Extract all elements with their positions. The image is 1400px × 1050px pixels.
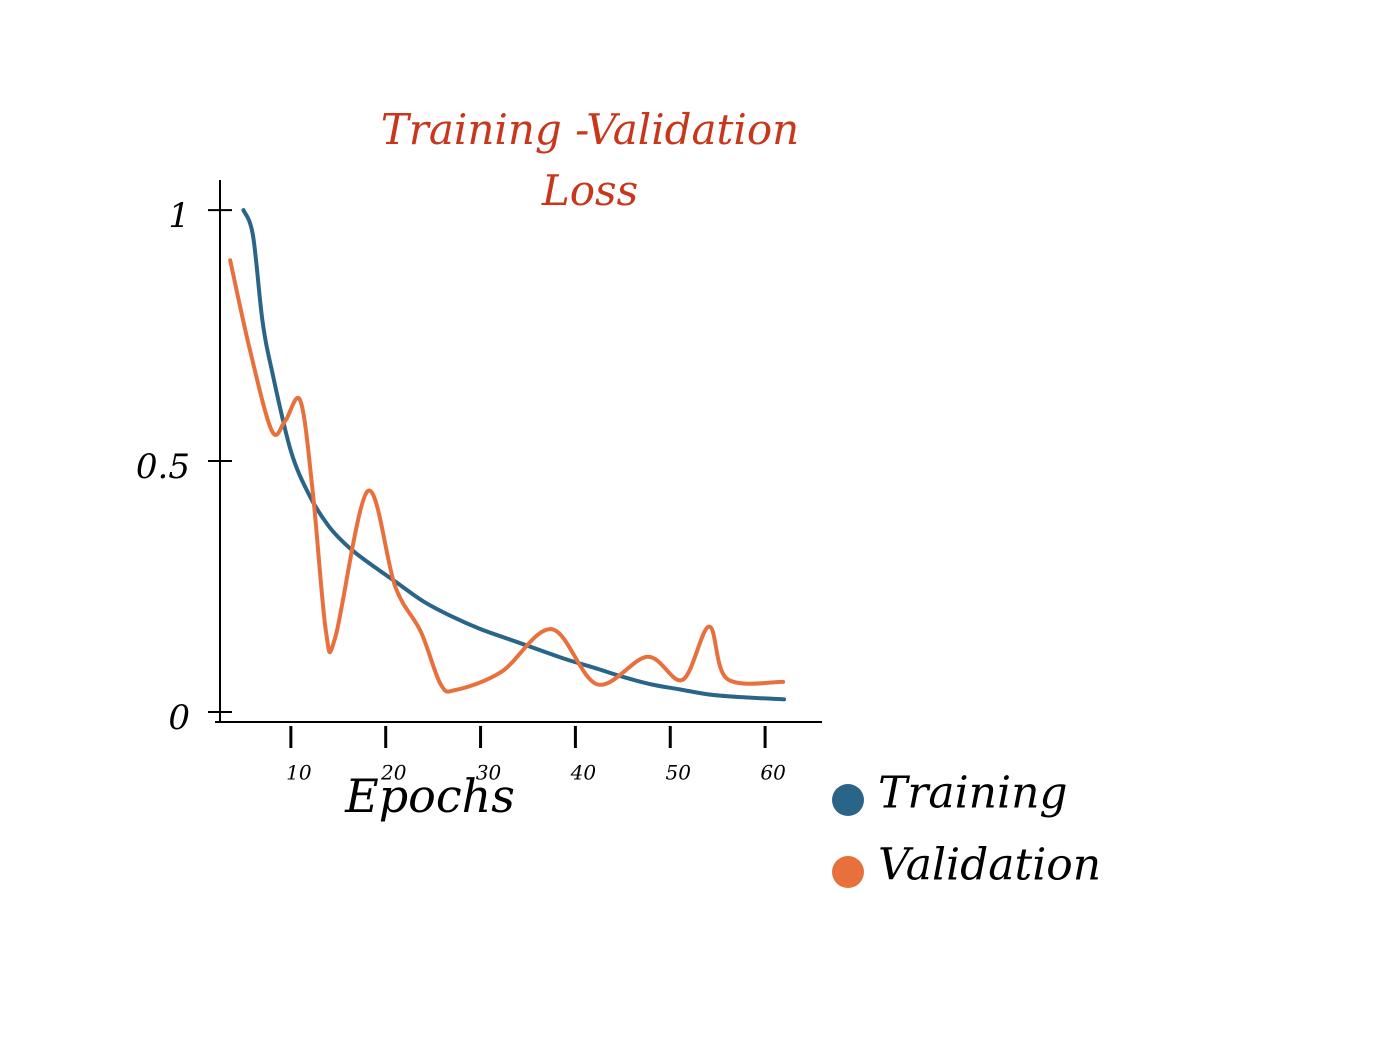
x-tick-label: 30 — [476, 761, 502, 785]
legend-marker — [832, 856, 864, 888]
y-tick-label: 0 — [168, 698, 190, 738]
legend-marker — [832, 784, 864, 816]
legend-label: Validation — [878, 840, 1101, 891]
line-series — [228, 258, 786, 694]
x-axis-label: Epochs — [344, 769, 515, 823]
x-tick-label: 10 — [286, 761, 312, 785]
x-tick-label: 40 — [570, 761, 597, 785]
y-tick-label: 1 — [168, 196, 190, 236]
x-tick-label: 50 — [666, 761, 692, 785]
legend-label: Training — [878, 768, 1068, 819]
line-series — [241, 208, 787, 702]
x-tick-label: 60 — [760, 761, 786, 785]
chart-title: Training -Validation Loss — [380, 105, 800, 215]
y-tick-label: 0.5 — [136, 447, 190, 487]
x-tick-label: 20 — [380, 761, 407, 785]
